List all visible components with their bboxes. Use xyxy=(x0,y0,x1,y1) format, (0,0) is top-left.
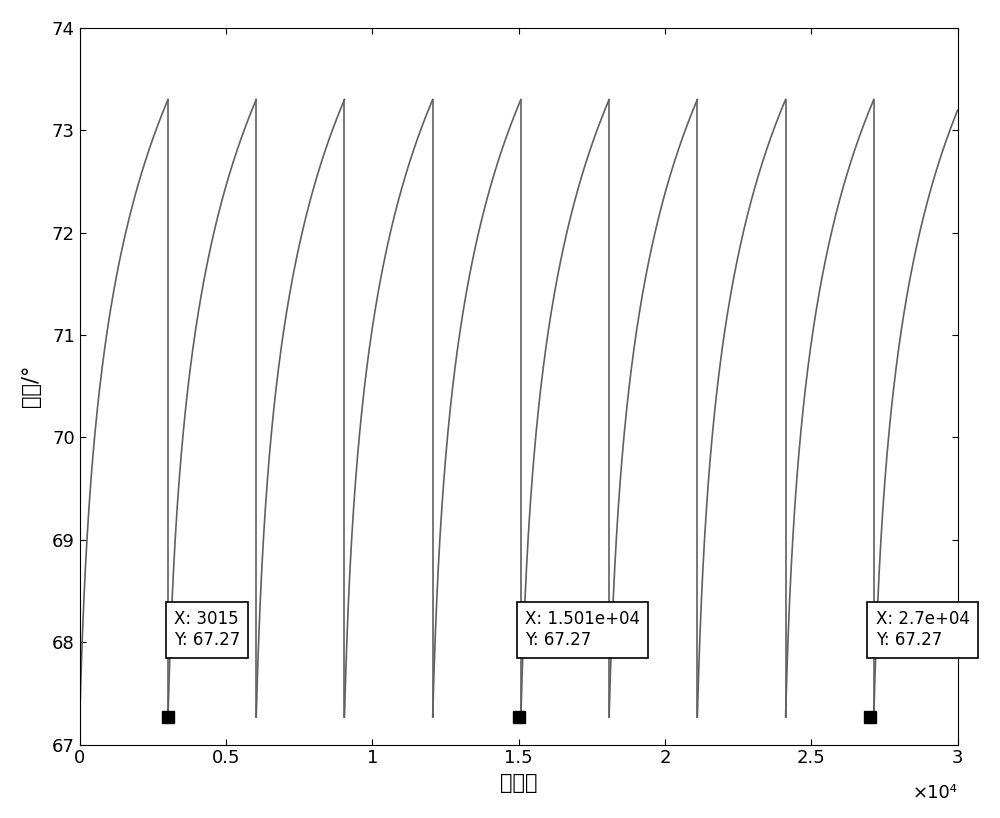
X-axis label: 采样点: 采样点 xyxy=(500,773,537,793)
Text: X: 1.501e+04
Y: 67.27: X: 1.501e+04 Y: 67.27 xyxy=(525,610,640,649)
Text: X: 3015
Y: 67.27: X: 3015 Y: 67.27 xyxy=(174,610,240,649)
Y-axis label: 温度/°: 温度/° xyxy=(21,365,41,407)
Text: ×10⁴: ×10⁴ xyxy=(913,784,958,802)
Text: X: 2.7e+04
Y: 67.27: X: 2.7e+04 Y: 67.27 xyxy=(876,610,970,649)
